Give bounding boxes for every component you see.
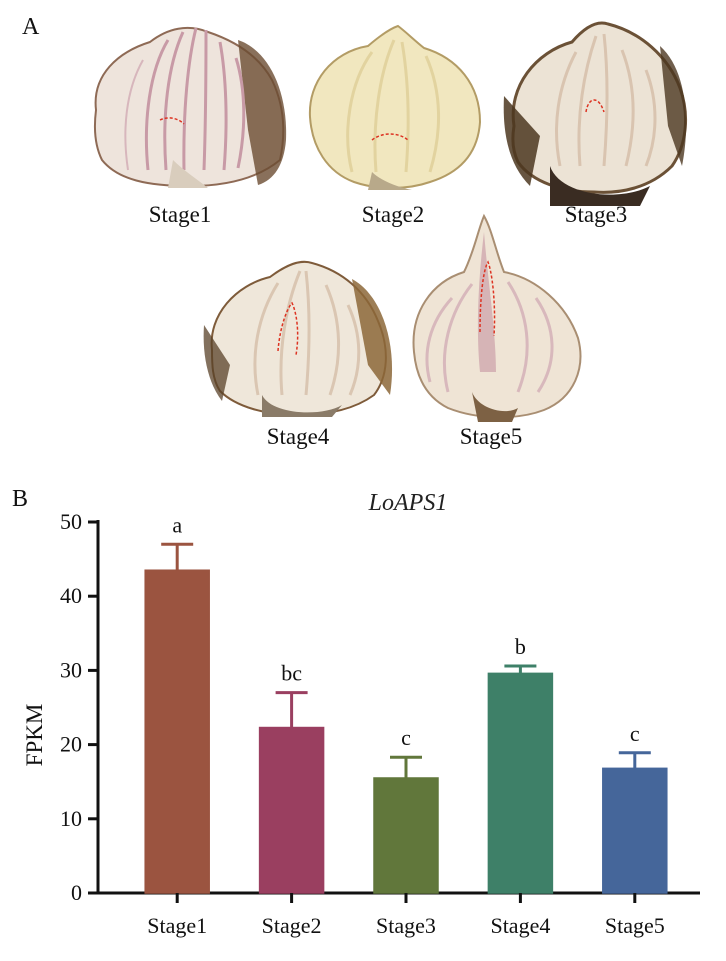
stage4-bulb-photo bbox=[203, 260, 393, 417]
stage3-bulb-photo bbox=[503, 21, 688, 206]
y-axis-title: FPKM bbox=[22, 704, 47, 767]
y-tick-label-40: 40 bbox=[60, 583, 82, 608]
x-tick-label-stage2: Stage2 bbox=[262, 913, 322, 938]
x-tick-label-stage1: Stage1 bbox=[147, 913, 207, 938]
y-tick-label-0: 0 bbox=[71, 880, 82, 905]
significance-label-stage5: c bbox=[630, 721, 640, 746]
stage3-photo-label: Stage3 bbox=[564, 202, 628, 227]
stage4-photo-label: Stage4 bbox=[266, 424, 330, 449]
stage1-bulb-photo bbox=[93, 26, 287, 188]
significance-label-stage2: bc bbox=[281, 661, 302, 686]
x-tick-label-stage3: Stage3 bbox=[376, 913, 436, 938]
bar-stage4 bbox=[487, 672, 554, 894]
stage5-bulb-photo bbox=[412, 213, 582, 422]
bar-stage5 bbox=[602, 767, 668, 894]
y-tick-label-30: 30 bbox=[60, 657, 82, 682]
y-tick-label-20: 20 bbox=[60, 732, 82, 757]
x-tick-label-stage5: Stage5 bbox=[605, 913, 665, 938]
panel-b-label: B bbox=[12, 486, 29, 512]
chart-title: LoAPS1 bbox=[368, 490, 448, 516]
y-tick-label-50: 50 bbox=[60, 509, 82, 534]
significance-label-stage3: c bbox=[401, 725, 411, 750]
stage2-bulb-photo bbox=[308, 24, 482, 190]
x-tick-label-stage4: Stage4 bbox=[490, 913, 550, 938]
bar-stage2 bbox=[258, 726, 325, 894]
significance-label-stage4: b bbox=[515, 634, 526, 659]
y-tick-label-10: 10 bbox=[60, 806, 82, 831]
stage2-photo-label: Stage2 bbox=[361, 202, 425, 227]
bar-stage1 bbox=[144, 569, 210, 894]
stage1-photo-label: Stage1 bbox=[148, 202, 212, 227]
significance-label-stage1: a bbox=[172, 512, 182, 537]
panel-a-label: A bbox=[22, 14, 40, 40]
stage5-photo-label: Stage5 bbox=[459, 424, 523, 449]
bar-stage3 bbox=[373, 777, 439, 894]
